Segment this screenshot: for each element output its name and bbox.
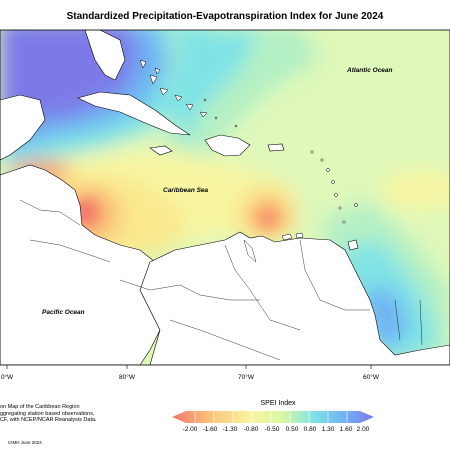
- small-islands: [139, 59, 358, 241]
- caribbean-sea-label: Caribbean Sea: [163, 187, 209, 194]
- lon-label: 80°W: [119, 374, 135, 381]
- map-border: [0, 29, 450, 366]
- legend-title: SPEI Index: [260, 400, 296, 407]
- map-title: Standardized Precipitation-Evapotranspir…: [66, 11, 384, 22]
- pacific-ocean-label: Pacific Ocean: [42, 309, 85, 316]
- borders: [19, 199, 423, 361]
- footer-line: on Map of the Caribbean Region: [0, 404, 80, 410]
- legend-label: -0.50: [264, 426, 280, 433]
- lon-label: 70°W: [238, 374, 254, 381]
- legend-label: 0.50: [285, 426, 299, 433]
- legend-bar: [172, 411, 374, 423]
- lon-ticks: [6, 365, 372, 369]
- florida: [84, 30, 126, 81]
- footer-line: CF, with NCEP/NCAR Reanalysis Data.: [0, 417, 97, 423]
- map-frame: Atlantic Ocean Caribbean Sea Pacific Oce…: [0, 30, 450, 365]
- footer-description: on Map of the Caribbean Region ggregatin…: [0, 404, 120, 424]
- footer-line: ggregating station based observations,: [0, 410, 95, 417]
- puerto-rico: [267, 143, 285, 152]
- cuba: [77, 91, 191, 136]
- legend-label: -0.80: [243, 426, 259, 433]
- legend-label: -1.30: [222, 426, 238, 433]
- legend-label: 1.30: [321, 426, 335, 433]
- legend-label: -1.60: [202, 426, 218, 433]
- yucatan: [0, 94, 46, 161]
- legend-labels: -2.00 -1.60 -1.30 -0.80 -0.50 0.50 0.80 …: [178, 426, 378, 436]
- trinidad: [347, 239, 359, 251]
- land: [0, 30, 450, 365]
- south-america: [139, 231, 450, 365]
- atlantic-ocean-label: Atlantic Ocean: [346, 67, 393, 74]
- legend-label: 0.80: [303, 426, 317, 433]
- legend-label: -2.00: [182, 426, 198, 433]
- lon-label: 60°W: [363, 374, 379, 381]
- central-america: [0, 164, 161, 365]
- legend-label: 1.60: [339, 426, 353, 433]
- jamaica: [149, 145, 173, 156]
- hispaniola: [204, 134, 251, 157]
- lon-label: 0°W: [0, 374, 14, 381]
- legend-label: 2.00: [356, 426, 370, 433]
- credit-text: CIMH June 2024: [8, 440, 42, 445]
